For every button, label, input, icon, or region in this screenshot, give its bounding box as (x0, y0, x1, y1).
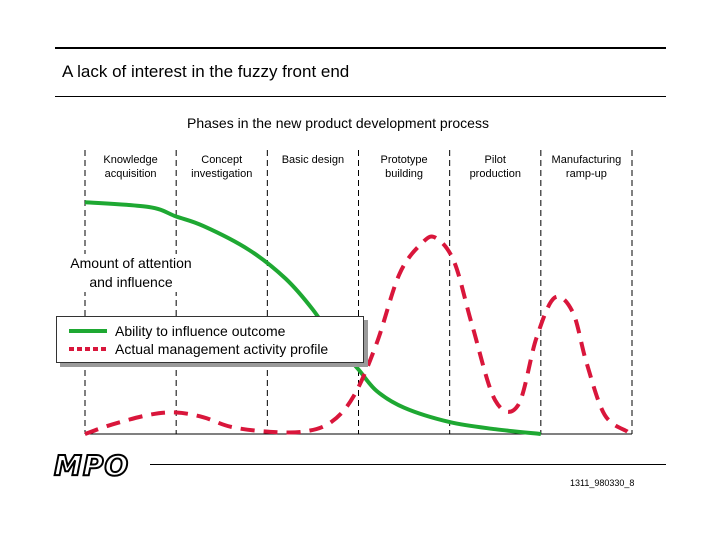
phase-label-3-line-1: building (385, 168, 424, 180)
legend: Ability to influence outcome Actual mana… (56, 316, 364, 363)
legend-label-activity: Actual management activity profile (115, 341, 329, 357)
phase-label-3: Prototype building (354, 153, 454, 181)
chart-title: Phases in the new product development pr… (187, 115, 489, 131)
phase-label-1-line-1: investigation (191, 168, 253, 180)
slide-title: A lack of interest in the fuzzy front en… (62, 62, 350, 81)
phase-label-0-line-1: acquisition (104, 168, 157, 180)
document-id: 1311_980330_8 (570, 478, 635, 488)
phase-label-5-line-0: Manufacturing (551, 154, 622, 166)
phase-label-3-line-0: Prototype (380, 154, 428, 166)
legend-dashed-line-icon (69, 347, 107, 351)
legend-item-activity: Actual management activity profile (67, 340, 328, 358)
top-rule (55, 47, 666, 49)
phase-label-4-line-1: production (469, 168, 521, 180)
footer-rule (150, 464, 666, 465)
phase-label-5: Manufacturing ramp-up (536, 153, 636, 181)
legend-label-ability: Ability to influence outcome (115, 323, 286, 339)
y-axis-label: Amount of attention and influence (60, 254, 202, 292)
phase-label-5-line-1: ramp-up (565, 168, 607, 180)
legend-item-ability: Ability to influence outcome (67, 322, 285, 340)
y-axis-label-line-1: Amount of attention (70, 255, 192, 271)
series-line-activity (84, 234, 629, 436)
phase-label-2-line-0: Basic design (281, 154, 345, 166)
phase-label-2: Basic design (263, 153, 363, 167)
phase-dividers (84, 150, 633, 434)
phase-label-0-line-0: Knowledge (103, 154, 158, 166)
phase-label-4-line-0: Pilot (484, 154, 506, 166)
phase-label-0: Knowledge acquisition (81, 153, 181, 181)
mpo-logo: MPO (53, 451, 129, 481)
y-axis-label-line-2: and influence (89, 274, 173, 290)
phase-label-1-line-0: Concept (201, 154, 243, 166)
mpo-logo-text: MPO (54, 451, 129, 481)
legend-solid-line-icon (69, 329, 107, 333)
title-underline (55, 96, 666, 97)
phase-label-1: Concept investigation (172, 153, 272, 181)
phase-label-4: Pilot production (445, 153, 545, 181)
